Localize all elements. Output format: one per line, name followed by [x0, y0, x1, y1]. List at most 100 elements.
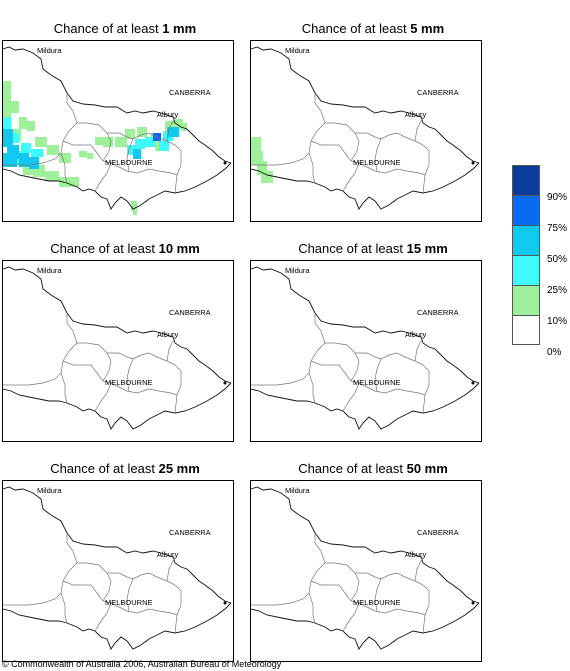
map-label-mildura: Mildura — [285, 486, 310, 495]
district-boundary — [350, 572, 360, 602]
probability-cell — [125, 129, 135, 139]
district-boundary — [308, 592, 316, 624]
probability-cell — [131, 201, 137, 211]
probability-cell — [27, 121, 35, 131]
district-boundary — [414, 116, 424, 142]
district-boundary — [414, 336, 424, 362]
map-label-mildura: Mildura — [37, 266, 62, 275]
copyright-notice: © Commonwealth of Australia 2006, Austra… — [2, 659, 282, 669]
district-boundary — [60, 592, 68, 624]
probability-cell — [59, 153, 71, 163]
district-boundary — [96, 372, 178, 396]
district-boundary — [380, 352, 430, 414]
district-boundary — [62, 360, 98, 374]
map-50mm: Mildura CANBERRA Albury MELBOURNE — [250, 480, 482, 662]
probability-cell — [23, 163, 33, 175]
district-boundary — [344, 152, 426, 176]
map-label-melbourne: MELBOURNE — [353, 158, 401, 167]
map-label-melbourne: MELBOURNE — [353, 378, 401, 387]
district-boundary — [166, 116, 176, 142]
probability-cell — [133, 149, 141, 159]
district-boundary — [374, 578, 382, 612]
map-label-mildura: Mildura — [285, 46, 310, 55]
probability-cell — [3, 153, 17, 167]
district-boundary — [350, 132, 360, 162]
district-boundary — [77, 562, 134, 580]
map-label-melbourne: MELBOURNE — [105, 158, 153, 167]
district-boundary — [94, 382, 112, 412]
map-label-canberra: CANBERRA — [417, 308, 459, 317]
city-marker — [223, 381, 227, 385]
legend-label-90: 90% — [547, 192, 568, 203]
district-boundary — [166, 556, 176, 582]
probability-cell — [21, 143, 31, 153]
probability-cell — [167, 127, 179, 137]
district-boundary — [325, 342, 382, 360]
district-boundary — [62, 140, 98, 154]
district-boundary — [308, 372, 316, 404]
probability-cell — [79, 151, 87, 157]
probability-cell — [103, 137, 113, 147]
map-1mm: Mildura CANBERRA Albury MELBOURNE — [2, 40, 234, 222]
coastline — [251, 382, 480, 430]
probability-cell — [11, 101, 19, 113]
district-boundary — [342, 382, 360, 412]
map-label-canberra: CANBERRA — [169, 528, 211, 537]
map-label-melbourne: MELBOURNE — [105, 378, 153, 387]
district-boundary — [325, 562, 382, 580]
district-boundary — [3, 533, 78, 606]
map-label-mildura: Mildura — [285, 266, 310, 275]
legend-swatch-75-90 — [512, 195, 540, 225]
probability-cell — [35, 137, 47, 147]
map-label-mildura: Mildura — [37, 486, 62, 495]
probability-cell — [175, 119, 183, 129]
district-boundary — [374, 358, 382, 392]
map-label-albury: Albury — [405, 330, 427, 339]
coastline — [3, 162, 232, 210]
legend-label-25: 25% — [547, 285, 568, 296]
legend-swatch-25-50 — [512, 255, 540, 285]
probability-cell — [47, 145, 59, 155]
probability-cell — [115, 137, 127, 147]
panel-title-10mm: Chance of at least 10 mm — [50, 241, 200, 256]
district-boundary — [325, 122, 382, 140]
district-boundary — [342, 162, 360, 192]
legend-label-75: 75% — [547, 223, 568, 234]
probability-cell — [3, 81, 11, 93]
victoria-map: Mildura CANBERRA Albury MELBOURNE — [3, 486, 232, 650]
probability-cell — [19, 117, 27, 129]
legend-swatch-90-100 — [512, 165, 540, 195]
state-border — [3, 46, 232, 164]
probability-cell — [127, 145, 137, 155]
victoria-map: Mildura CANBERRA Albury MELBOURNE — [251, 486, 480, 650]
map-label-albury: Albury — [405, 110, 427, 119]
district-boundary — [308, 152, 316, 184]
district-boundary — [344, 372, 426, 396]
probability-cell — [181, 123, 187, 131]
district-boundary — [132, 572, 182, 634]
panel-title-25mm: Chance of at least 25 mm — [50, 461, 200, 476]
map-label-albury: Albury — [157, 550, 179, 559]
district-boundary — [344, 592, 426, 616]
probability-cell — [145, 137, 155, 147]
state-border — [3, 266, 232, 384]
map-10mm: Mildura CANBERRA Albury MELBOURNE — [2, 260, 234, 442]
district-boundary — [126, 578, 134, 612]
state-border — [251, 486, 480, 604]
district-boundary — [77, 122, 134, 140]
district-boundary — [380, 572, 430, 634]
district-boundary — [60, 152, 68, 184]
probability-cell — [251, 137, 261, 151]
map-5mm: Mildura CANBERRA Albury MELBOURNE — [250, 40, 482, 222]
victoria-map: Mildura CANBERRA Albury MELBOURNE — [3, 46, 232, 215]
victoria-map: Mildura CANBERRA Albury MELBOURNE — [3, 266, 232, 430]
probability-cell — [3, 129, 13, 147]
map-label-canberra: CANBERRA — [169, 88, 211, 97]
coastline — [251, 602, 480, 650]
probability-cell — [133, 209, 137, 215]
district-boundary — [350, 352, 360, 382]
probability-cell — [3, 93, 11, 105]
map-label-canberra: CANBERRA — [417, 88, 459, 97]
map-label-albury: Albury — [405, 550, 427, 559]
city-marker — [223, 601, 227, 605]
